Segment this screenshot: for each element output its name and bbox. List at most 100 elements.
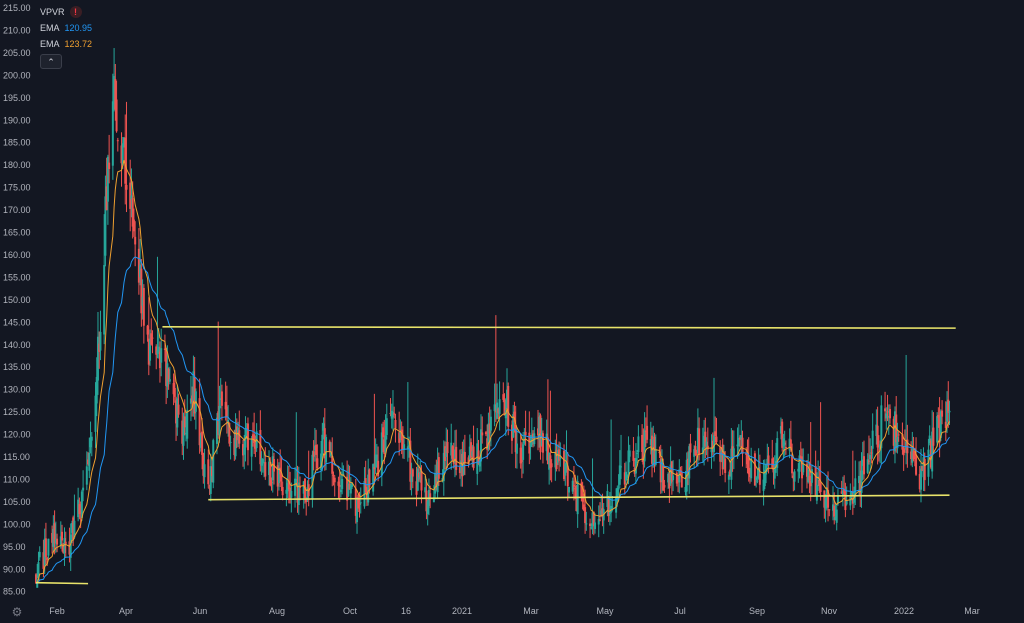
candle-body — [592, 511, 595, 525]
candle-body — [679, 470, 682, 475]
candle-body — [320, 453, 323, 471]
candle-body — [532, 433, 535, 440]
trendlines[interactable] — [35, 325, 956, 585]
x-tick-label: Mar — [964, 606, 980, 616]
candle-body — [921, 465, 924, 471]
candle-body — [642, 446, 645, 465]
candle-body — [85, 466, 88, 485]
candle-body — [246, 423, 249, 451]
candle-body — [72, 517, 75, 540]
candle-body — [502, 394, 505, 400]
candle-body — [731, 446, 734, 456]
candle-body — [798, 455, 801, 472]
candle-body — [746, 452, 749, 465]
candle-body — [849, 496, 852, 506]
candle-body — [946, 402, 949, 422]
y-tick-label: 155.00 — [3, 272, 31, 282]
candle-body — [130, 195, 133, 200]
candle-body — [910, 451, 913, 459]
candle-body — [740, 435, 743, 440]
candle-body — [330, 451, 333, 456]
candle-body — [312, 451, 315, 457]
legend-ema-fast-row[interactable]: EMA 123.72 — [40, 36, 92, 52]
candle-body — [886, 411, 889, 413]
candle-body — [237, 427, 240, 435]
candle-body — [523, 438, 526, 444]
candle-body — [753, 453, 756, 486]
candle-body — [290, 490, 293, 498]
candle-body — [554, 452, 557, 468]
candle-body — [62, 545, 65, 553]
legend-ema-slow-row[interactable]: EMA 120.95 — [40, 20, 92, 36]
ema-fast-line — [35, 160, 950, 585]
gear-icon[interactable]: ⚙ — [11, 605, 23, 619]
candle-body — [488, 423, 491, 434]
y-tick-label: 215.00 — [3, 3, 31, 13]
candle-body — [611, 506, 614, 508]
x-tick-label: Aug — [269, 606, 285, 616]
candle-body — [218, 406, 221, 436]
candlestick-series — [35, 48, 951, 588]
candle-body — [245, 429, 248, 431]
candle-body — [513, 411, 516, 422]
legend-vpvr-row[interactable]: VPVR ! — [40, 4, 92, 20]
candle-body — [472, 446, 475, 469]
x-tick-label: Jun — [193, 606, 208, 616]
candle-body — [416, 468, 419, 491]
candle-body — [745, 452, 748, 455]
candle-body — [442, 452, 445, 482]
candle-body — [251, 434, 254, 441]
candle-body — [276, 465, 279, 487]
candle-body — [884, 408, 887, 412]
candle-body — [549, 455, 552, 468]
candle-body — [584, 507, 587, 524]
candle-body — [698, 428, 701, 455]
x-tick-label: Nov — [821, 606, 838, 616]
candle-body — [120, 145, 123, 164]
candle-body — [270, 482, 273, 484]
candle-body — [225, 406, 228, 417]
candle-body — [479, 429, 482, 462]
candle-body — [51, 533, 54, 543]
candle-body — [44, 538, 47, 557]
candle-body — [418, 473, 421, 478]
candle-body — [564, 463, 567, 476]
y-tick-label: 125.00 — [3, 407, 31, 417]
candle-body — [425, 490, 428, 512]
candle-body — [550, 463, 553, 468]
candle-body — [659, 458, 662, 483]
candle-body — [936, 416, 939, 443]
candle-body — [748, 468, 751, 477]
y-tick-label: 150.00 — [3, 295, 31, 305]
candle-body — [346, 476, 349, 501]
candle-body — [923, 458, 926, 481]
candle-body — [901, 434, 904, 450]
y-tick-label: 85.00 — [3, 587, 26, 597]
candle-body — [98, 343, 101, 352]
collapse-legend-button[interactable]: ⌃ — [40, 54, 62, 69]
candle-body — [489, 416, 492, 431]
exclamation-icon[interactable]: ! — [69, 6, 82, 18]
x-axis: Feb Apr Jun Aug Oct 16 2021 Mar May Jul Sep Nov 2022… — [49, 606, 980, 616]
candle-body — [160, 348, 163, 363]
candle-body — [773, 464, 776, 479]
candle-body — [802, 463, 805, 473]
y-tick-label: 170.00 — [3, 205, 31, 215]
candle-body — [892, 418, 895, 446]
candle-body — [52, 528, 55, 547]
candle-body — [545, 433, 548, 452]
ema-fast-label: EMA — [40, 39, 60, 49]
candle-body — [858, 475, 861, 484]
y-tick-label: 130.00 — [3, 385, 31, 395]
candle-body — [437, 457, 440, 479]
candle-body — [515, 443, 518, 454]
candle-body — [575, 485, 578, 512]
candle-body — [95, 376, 98, 404]
candle-body — [104, 196, 107, 256]
candle-body — [296, 483, 299, 503]
candle-body — [209, 466, 212, 494]
candle-body — [843, 489, 846, 494]
candle-body — [434, 473, 437, 494]
y-tick-label: 175.00 — [3, 183, 31, 193]
